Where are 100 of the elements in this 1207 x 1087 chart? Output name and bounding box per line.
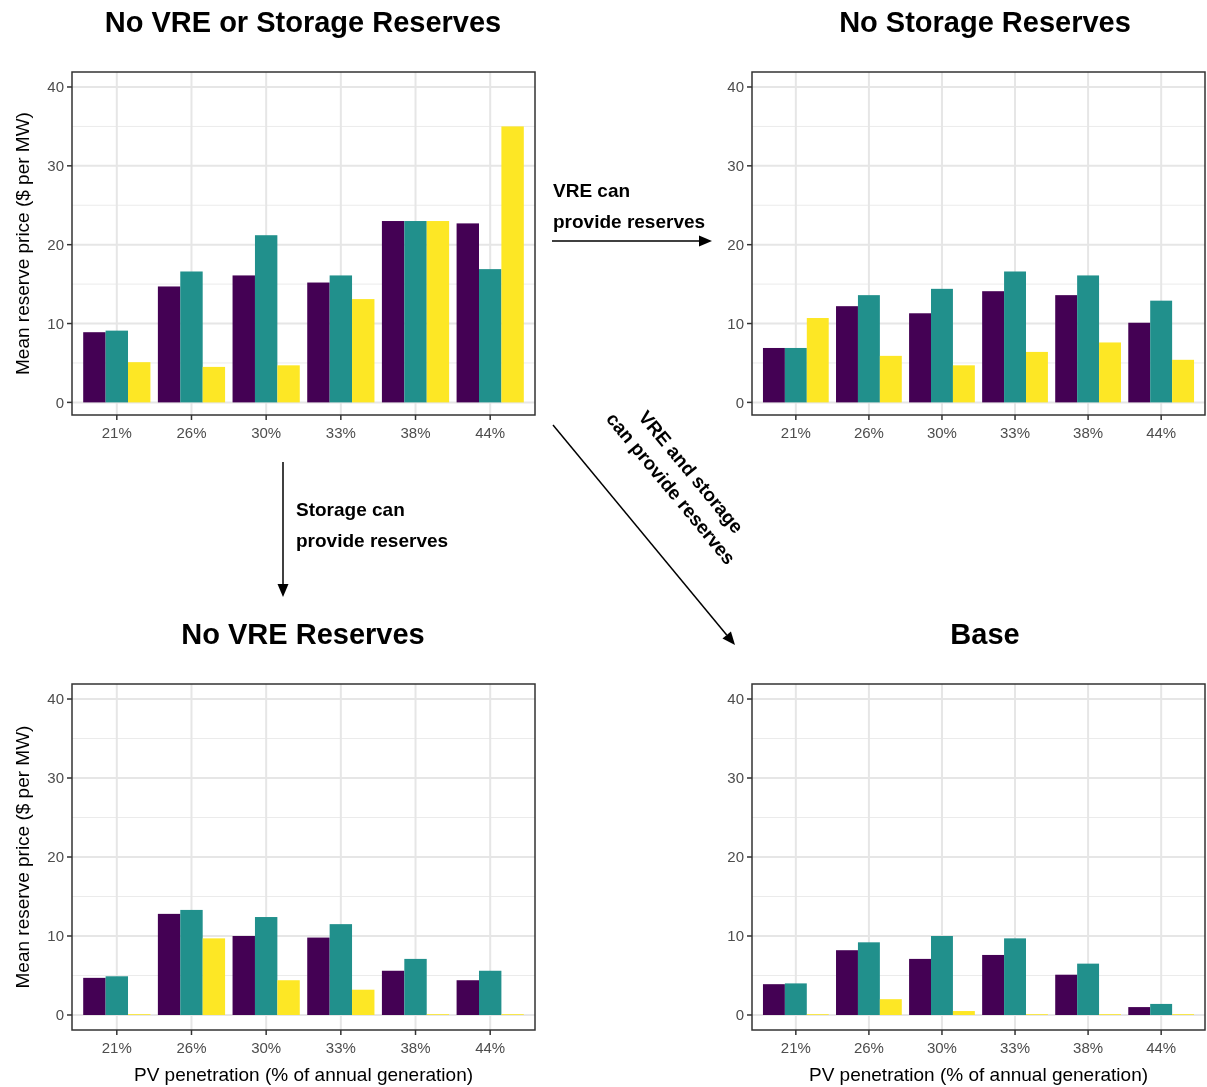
x-tick-label: 33% (1000, 1039, 1031, 1056)
x-axis-title: PV penetration (% of annual generation) (808, 1064, 1149, 1085)
bar (202, 938, 226, 1015)
x-tick-label: 33% (325, 424, 356, 441)
text: Storage can provide reserves (296, 499, 449, 551)
bar (277, 980, 300, 1015)
y-tick-label: 10 (727, 927, 744, 945)
bar (157, 913, 181, 1015)
y-axis-title: Mean reserve price ($ per MW) (12, 112, 33, 375)
x-tick-label: 44% (1146, 1039, 1177, 1056)
y-axis-title: Mean reserve price ($ per MW) (12, 725, 33, 989)
bar (1077, 963, 1100, 1015)
bar (180, 271, 203, 403)
x-tick-label: 26% (853, 1039, 884, 1056)
y-tick-label: 20 (47, 848, 64, 866)
bar (128, 362, 151, 403)
y-tick-label: 40 (727, 78, 744, 96)
bar (381, 221, 405, 403)
y-tick-label: 30 (727, 157, 744, 175)
x-tick-label: 44% (1146, 424, 1177, 441)
bar (857, 295, 880, 403)
bar (105, 330, 129, 403)
bar (952, 1011, 975, 1015)
bar (1099, 342, 1121, 403)
x-tick-label: 21% (101, 424, 132, 441)
x-tick-label: 38% (400, 424, 431, 441)
bar (909, 313, 932, 403)
bar (1004, 938, 1026, 1015)
bar (1150, 1003, 1173, 1015)
bar (879, 999, 902, 1015)
x-tick-label: 21% (780, 424, 811, 441)
bar (83, 332, 106, 403)
x-tick-label: 44% (475, 1039, 506, 1056)
bar (836, 950, 858, 1015)
bar (931, 936, 953, 1015)
bar (456, 223, 479, 403)
bar (254, 235, 278, 403)
bar (931, 288, 953, 403)
bar (202, 366, 226, 403)
x-tick-label: 33% (1000, 424, 1031, 441)
bar (762, 347, 785, 403)
x-tick-label: 38% (1073, 424, 1104, 441)
bar (307, 937, 330, 1015)
bar (879, 355, 902, 403)
x-tick-label: 38% (1073, 1039, 1104, 1056)
bar (404, 958, 427, 1015)
y-tick-label: 30 (47, 157, 64, 175)
bar (352, 299, 375, 403)
chart-title: No VRE or Storage Reserves (104, 6, 502, 38)
bar (909, 958, 932, 1015)
bar (456, 980, 479, 1015)
bar (381, 970, 405, 1015)
bar (329, 275, 353, 403)
x-axis-title: PV penetration (% of annual generation) (133, 1064, 474, 1085)
bar (1150, 300, 1173, 403)
bar (836, 306, 858, 403)
bar (1128, 1007, 1151, 1015)
bar (1025, 351, 1048, 403)
bar (1055, 295, 1078, 403)
bar (157, 286, 181, 403)
bar (329, 924, 353, 1015)
x-tick-label: 21% (101, 1039, 132, 1056)
bar (806, 318, 829, 403)
y-tick-label: 0 (735, 393, 744, 411)
x-tick-label: 21% (780, 1039, 811, 1056)
bar (1004, 271, 1026, 403)
bar (404, 221, 427, 403)
chart-title: No VRE Reserves (181, 618, 425, 650)
bar (1172, 359, 1195, 403)
bar (762, 984, 785, 1015)
bar (426, 221, 450, 403)
y-tick-label: 20 (727, 235, 744, 253)
bar (501, 126, 524, 403)
bar (232, 936, 255, 1015)
bar (857, 942, 880, 1015)
bar (982, 291, 1005, 403)
y-tick-label: 20 (47, 235, 64, 253)
bar (1055, 974, 1078, 1015)
x-tick-label: 30% (251, 424, 282, 441)
text: VRE can provide reserves (553, 180, 706, 232)
y-tick-label: 10 (47, 314, 64, 332)
y-tick-label: 30 (727, 769, 744, 787)
chart-title: Base (950, 618, 1020, 650)
bar (180, 909, 203, 1015)
bar (307, 282, 330, 403)
x-tick-label: 26% (853, 424, 884, 441)
bar (784, 347, 807, 403)
y-tick-label: 0 (55, 1006, 64, 1024)
bar (254, 917, 278, 1015)
y-tick-label: 40 (727, 690, 744, 708)
y-tick-label: 0 (735, 1006, 744, 1024)
bar (1077, 275, 1100, 403)
y-tick-label: 10 (47, 927, 64, 945)
chart-title: No Storage Reserves (839, 6, 1131, 38)
bar (105, 976, 129, 1015)
bar (277, 365, 300, 403)
y-tick-label: 20 (727, 848, 744, 866)
x-tick-label: 30% (926, 1039, 957, 1056)
y-tick-label: 40 (47, 690, 64, 708)
bar (784, 983, 807, 1015)
